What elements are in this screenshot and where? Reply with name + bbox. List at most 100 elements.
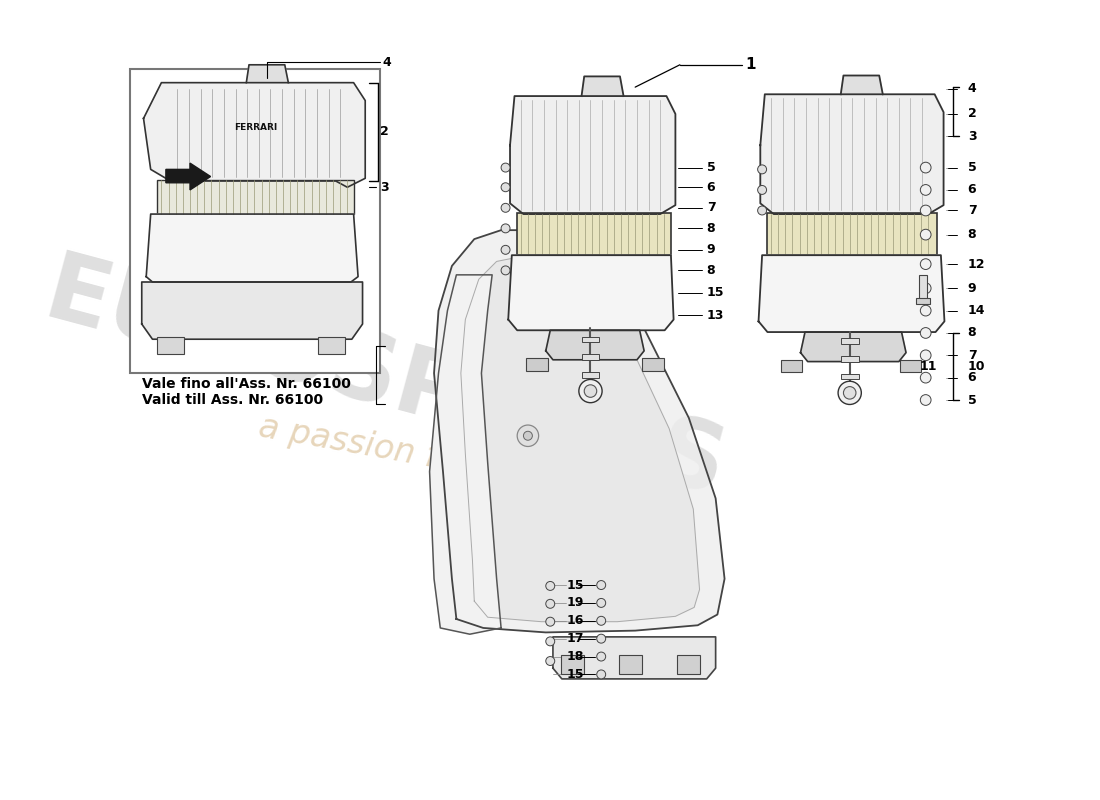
Text: 15: 15 <box>566 668 584 681</box>
Text: 3: 3 <box>968 130 977 143</box>
Polygon shape <box>508 255 673 330</box>
Circle shape <box>838 382 861 405</box>
Circle shape <box>584 385 596 398</box>
Bar <box>781 360 802 372</box>
Text: 5: 5 <box>706 161 715 174</box>
Circle shape <box>596 598 606 607</box>
Bar <box>582 354 600 360</box>
Text: 4: 4 <box>382 56 390 69</box>
Circle shape <box>921 394 931 406</box>
Circle shape <box>546 599 554 608</box>
Text: 3: 3 <box>381 181 389 194</box>
Bar <box>157 180 353 214</box>
Polygon shape <box>246 65 288 82</box>
Text: EUROSPARES: EUROSPARES <box>34 247 735 518</box>
Circle shape <box>921 283 931 294</box>
Bar <box>157 338 184 354</box>
Circle shape <box>758 186 767 194</box>
Circle shape <box>921 306 931 316</box>
Circle shape <box>596 670 606 679</box>
Polygon shape <box>461 257 700 622</box>
Polygon shape <box>546 330 645 360</box>
Bar <box>561 654 584 674</box>
Bar <box>916 298 931 304</box>
Polygon shape <box>143 82 365 187</box>
Polygon shape <box>142 282 363 339</box>
Polygon shape <box>510 96 675 214</box>
Text: 7: 7 <box>968 204 977 217</box>
Polygon shape <box>840 75 883 94</box>
Circle shape <box>596 581 606 590</box>
Text: 2: 2 <box>968 107 977 121</box>
Text: 17: 17 <box>566 632 584 645</box>
Circle shape <box>921 230 931 240</box>
Bar <box>318 338 344 354</box>
Text: a passion for parts: a passion for parts <box>255 410 568 497</box>
Circle shape <box>844 386 856 399</box>
Bar <box>517 213 671 255</box>
Text: 8: 8 <box>706 222 715 235</box>
Text: FERRARI: FERRARI <box>233 123 277 132</box>
Circle shape <box>517 425 539 446</box>
Circle shape <box>921 205 931 216</box>
Text: 10: 10 <box>968 361 986 374</box>
Circle shape <box>921 350 931 361</box>
Text: 8: 8 <box>706 264 715 277</box>
Circle shape <box>502 266 510 275</box>
Text: 5: 5 <box>968 394 977 406</box>
Polygon shape <box>759 255 945 332</box>
Polygon shape <box>582 77 624 96</box>
Text: 4: 4 <box>968 82 977 95</box>
Text: 5: 5 <box>968 161 977 174</box>
Circle shape <box>502 203 510 212</box>
Circle shape <box>758 206 767 215</box>
Bar <box>130 70 381 373</box>
Circle shape <box>524 431 532 440</box>
Polygon shape <box>760 94 944 214</box>
Text: 2: 2 <box>381 126 389 138</box>
Text: Vale fino all'Ass. Nr. 66100: Vale fino all'Ass. Nr. 66100 <box>142 377 351 391</box>
Bar <box>768 213 937 255</box>
Circle shape <box>758 165 767 174</box>
Polygon shape <box>430 275 502 634</box>
Text: 8: 8 <box>968 228 977 241</box>
Text: Valid till Ass. Nr. 66100: Valid till Ass. Nr. 66100 <box>142 393 323 407</box>
Bar <box>582 372 600 378</box>
Circle shape <box>502 182 510 192</box>
Text: 15: 15 <box>566 578 584 591</box>
Text: 16: 16 <box>566 614 584 627</box>
Circle shape <box>546 657 554 666</box>
Bar <box>840 338 859 344</box>
Text: 13: 13 <box>706 309 724 322</box>
Polygon shape <box>166 163 210 190</box>
Text: 11: 11 <box>920 361 937 374</box>
Text: 19: 19 <box>566 597 584 610</box>
Text: 6: 6 <box>968 371 977 384</box>
Bar <box>840 374 859 379</box>
Text: 8: 8 <box>968 326 977 339</box>
Bar <box>840 356 859 362</box>
Circle shape <box>596 616 606 626</box>
Text: 1: 1 <box>745 58 756 72</box>
Circle shape <box>921 185 931 195</box>
Text: 9: 9 <box>968 282 977 294</box>
Text: 15: 15 <box>706 286 724 299</box>
Text: 12: 12 <box>968 258 986 270</box>
Circle shape <box>502 224 510 233</box>
Text: 6: 6 <box>706 181 715 194</box>
Bar <box>642 358 663 370</box>
Bar <box>526 358 548 370</box>
Circle shape <box>596 652 606 661</box>
Bar <box>582 337 600 342</box>
Circle shape <box>921 258 931 270</box>
Text: 18: 18 <box>566 650 584 663</box>
Text: 7: 7 <box>968 349 977 362</box>
Circle shape <box>579 379 602 402</box>
Bar <box>900 360 921 372</box>
Text: 14: 14 <box>968 304 986 317</box>
Circle shape <box>596 634 606 643</box>
Polygon shape <box>146 214 359 282</box>
Circle shape <box>921 372 931 383</box>
Circle shape <box>502 163 510 172</box>
Bar <box>918 275 927 300</box>
